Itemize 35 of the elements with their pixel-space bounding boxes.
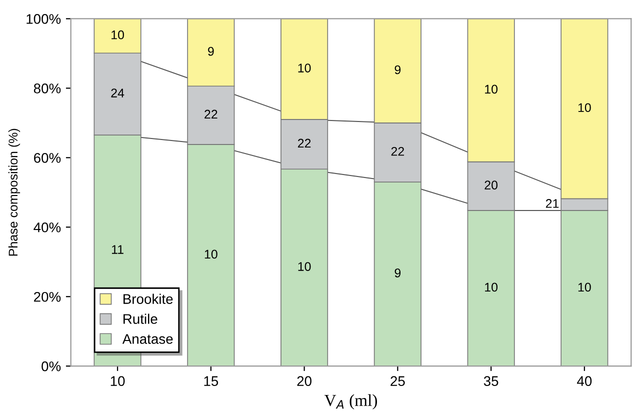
annotation: 10	[485, 282, 498, 292]
y-tick-label: 20%	[34, 292, 61, 302]
x-tick-label: 35	[484, 376, 498, 386]
x-tick-label: 25	[390, 376, 405, 386]
annotation: 22	[298, 138, 311, 148]
legend-label: Brookite	[124, 294, 173, 304]
x-tick-label: 10	[110, 376, 125, 386]
y-tick-label: 0%	[42, 361, 61, 372]
annotation: 10	[298, 262, 311, 271]
x-axis-title: V$_{A}$ (ml)	[324, 394, 377, 410]
x-tick-label: 15	[204, 376, 218, 386]
y-axis-title: Phase composition (%)	[8, 128, 20, 256]
annotation: 9	[208, 46, 214, 56]
y-tick-label: 40%	[34, 222, 61, 232]
annotation: 22	[204, 110, 218, 119]
annotation: 22	[391, 146, 404, 156]
annotation: 10	[578, 282, 591, 292]
y-tick-label: 60%	[34, 153, 61, 163]
annotation: 9	[394, 268, 401, 278]
x-tick-label: 40	[577, 376, 592, 386]
annotation: 20	[484, 180, 498, 190]
annotation: 10	[112, 30, 124, 40]
annotation: 10	[204, 250, 218, 259]
legend-label: Anatase	[122, 334, 173, 344]
y-tick-label: 80%	[34, 84, 61, 94]
annotation: 10	[298, 64, 311, 72]
legend-label: Rutile	[124, 314, 158, 324]
annotation: 10	[485, 84, 498, 94]
annotation: 10	[578, 103, 591, 112]
annotation: 11	[112, 245, 124, 254]
annotation: 21	[546, 199, 559, 208]
x-tick-label: 20	[297, 376, 312, 386]
annotation: 9	[394, 65, 401, 74]
annotation: 24	[111, 88, 124, 98]
y-tick-label: 100%	[26, 14, 61, 24]
